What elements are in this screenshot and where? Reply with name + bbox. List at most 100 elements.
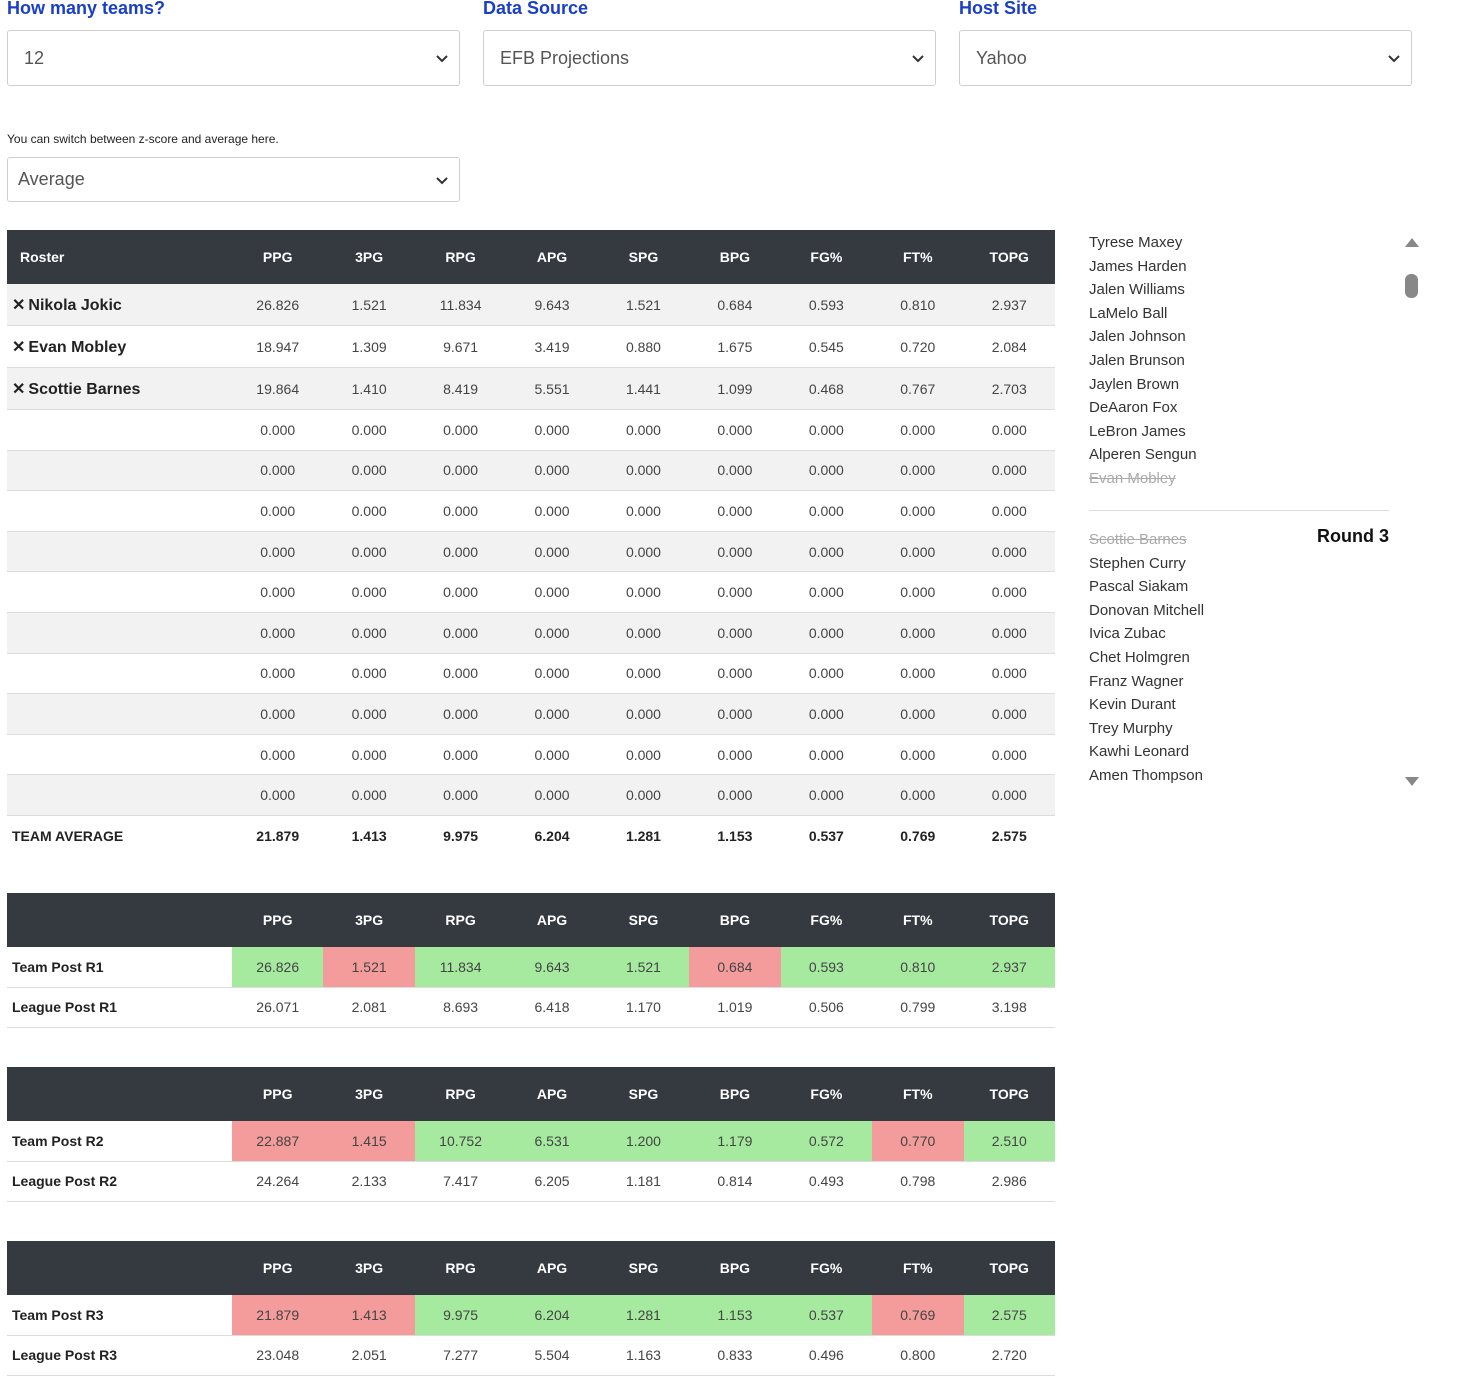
- column-header-rpg: RPG: [414, 1067, 507, 1121]
- close-x-icon[interactable]: ✕: [12, 338, 26, 356]
- draft-list-item[interactable]: Chet Holmgren: [1089, 648, 1190, 666]
- team-average-cell: 1.413: [323, 815, 415, 857]
- close-x-icon[interactable]: ✕: [12, 296, 26, 314]
- column-header-ppg: PPG: [232, 893, 324, 947]
- team-average-label: TEAM AVERAGE: [7, 815, 232, 857]
- stat-cell: 0.000: [780, 490, 873, 532]
- stat-cell: 1.410: [323, 367, 415, 410]
- stat-cell: 0.000: [323, 490, 415, 532]
- draft-list-item[interactable]: James Harden: [1089, 257, 1187, 275]
- draft-list-item[interactable]: Pascal Siakam: [1089, 578, 1189, 596]
- stat-cell: 0.000: [506, 653, 598, 695]
- stat-cell: 0.000: [963, 612, 1055, 654]
- team-post-cell: 0.769: [872, 1295, 964, 1336]
- stat-cell: 1.521: [597, 284, 690, 326]
- mode-select[interactable]: Average: [7, 157, 460, 202]
- stat-cell: 0.000: [323, 774, 415, 816]
- team-post-cell: 1.521: [323, 947, 415, 988]
- column-header-fg-pct: FG%: [780, 1241, 873, 1295]
- column-header-rpg: RPG: [414, 1241, 507, 1295]
- draft-list-item[interactable]: Jaylen Brown: [1089, 375, 1180, 393]
- teams-select[interactable]: 12: [7, 30, 460, 86]
- stat-cell: 0.000: [232, 450, 324, 492]
- team-post-cell: 26.826: [232, 947, 324, 988]
- league-post-cell: 0.833: [689, 1335, 781, 1376]
- draft-list-item[interactable]: Donovan Mitchell: [1089, 601, 1205, 619]
- triangle-down-icon[interactable]: [1404, 776, 1420, 788]
- stat-cell: 0.000: [597, 653, 690, 695]
- league-post-cell: 0.799: [872, 987, 964, 1028]
- stat-cell: 3.419: [506, 325, 598, 368]
- empty-slot-cell: [7, 612, 232, 654]
- stat-cell: 2.084: [963, 325, 1055, 368]
- triangle-up-icon[interactable]: [1404, 236, 1420, 248]
- draft-list-item[interactable]: LeBron James: [1089, 422, 1186, 440]
- team-post-cell: 2.575: [963, 1295, 1055, 1336]
- draft-list-item[interactable]: Trey Murphy: [1089, 719, 1173, 737]
- stat-cell: 0.000: [232, 531, 324, 573]
- draft-list-item[interactable]: DeAaron Fox: [1089, 399, 1178, 417]
- stat-cell: 0.000: [506, 612, 598, 654]
- draft-list-item[interactable]: Jalen Johnson: [1089, 328, 1186, 346]
- stat-cell: 0.767: [872, 367, 964, 410]
- stat-cell: 0.000: [323, 571, 415, 613]
- round-label: Round 3: [1317, 526, 1389, 546]
- round-2-comparison-table: PPG 3PG RPG APG SPG BPG FG% FT% TOPG Team Post R…: [7, 1067, 1055, 1202]
- close-x-icon[interactable]: ✕: [12, 380, 26, 398]
- draft-list-item[interactable]: Jalen Brunson: [1089, 351, 1185, 369]
- team-post-row: Team Post R1 26.826 1.521 11.834 9.643 1.521 0…: [7, 947, 1055, 988]
- stat-cell: 0.000: [232, 571, 324, 613]
- stat-cell: 0.000: [780, 409, 873, 451]
- league-post-cell: 5.504: [506, 1335, 598, 1376]
- draft-list-group-1: Tyrese Maxey James Harden Jalen Williams La…: [1089, 231, 1197, 491]
- draft-list-item[interactable]: Kevin Durant: [1089, 696, 1176, 714]
- league-post-cell: 26.071: [232, 987, 324, 1028]
- draft-list-item[interactable]: Stephen Curry: [1089, 554, 1186, 572]
- league-post-label: League Post R3: [7, 1335, 232, 1376]
- team-average-cell: 6.204: [506, 815, 598, 857]
- roster-row-empty: 0.000 0.000 0.000 0.000 0.000 0.000 0.000 0.000…: [7, 450, 1055, 492]
- stat-cell: 0.000: [506, 774, 598, 816]
- stat-cell: 0.000: [780, 693, 873, 735]
- stat-cell: 0.000: [597, 612, 690, 654]
- column-header-apg: APG: [506, 1241, 598, 1295]
- league-post-cell: 0.814: [689, 1161, 781, 1202]
- league-post-cell: 7.417: [414, 1161, 507, 1202]
- team-post-row: Team Post R2 22.887 1.415 10.752 6.531 1.200 1…: [7, 1121, 1055, 1162]
- league-post-cell: 0.798: [872, 1161, 964, 1202]
- team-post-label: Team Post R1: [7, 947, 232, 988]
- stat-cell: 0.000: [963, 531, 1055, 573]
- stat-cell: 9.643: [506, 284, 598, 326]
- league-post-label: League Post R1: [7, 987, 232, 1028]
- chevron-down-icon: [912, 55, 924, 63]
- draft-list-item[interactable]: LaMelo Ball: [1089, 304, 1168, 322]
- column-header-bpg: BPG: [689, 230, 781, 284]
- draft-list-item[interactable]: Ivica Zubac: [1089, 625, 1166, 643]
- stat-cell: 0.000: [780, 734, 873, 776]
- source-select[interactable]: EFB Projections: [483, 30, 936, 86]
- draft-list-item[interactable]: Jalen Williams: [1089, 281, 1185, 299]
- column-header-ft-pct: FT%: [872, 230, 964, 284]
- column-header-ppg: PPG: [232, 230, 324, 284]
- column-header-fg-pct: FG%: [780, 230, 873, 284]
- draft-list-item[interactable]: Kawhi Leonard: [1089, 743, 1190, 761]
- column-header-rpg: RPG: [414, 893, 507, 947]
- league-post-label: League Post R2: [7, 1161, 232, 1202]
- stat-cell: 1.309: [323, 325, 415, 368]
- stat-cell: 0.000: [506, 531, 598, 573]
- host-select[interactable]: Yahoo: [959, 30, 1412, 86]
- draft-list-item[interactable]: Franz Wagner: [1089, 672, 1184, 690]
- column-header-spg: SPG: [597, 1241, 690, 1295]
- column-header-fg-pct: FG%: [780, 893, 873, 947]
- draft-list-item[interactable]: Alperen Sengun: [1089, 446, 1197, 464]
- draft-list-item[interactable]: Amen Thompson: [1089, 766, 1203, 784]
- draft-list-item[interactable]: Scottie Barnes: [1089, 531, 1187, 548]
- stat-cell: 0.000: [597, 693, 690, 735]
- scrollbar-thumb[interactable]: [1405, 274, 1418, 298]
- stat-cell: 0.000: [780, 774, 873, 816]
- team-post-cell: 1.413: [323, 1295, 415, 1336]
- comparison-header-row: PPG 3PG RPG APG SPG BPG FG% FT% TOPG: [7, 1067, 1055, 1121]
- draft-list-item[interactable]: Tyrese Maxey: [1089, 234, 1183, 251]
- empty-slot-cell: [7, 734, 232, 776]
- draft-list-item[interactable]: Evan Mobley: [1089, 469, 1176, 487]
